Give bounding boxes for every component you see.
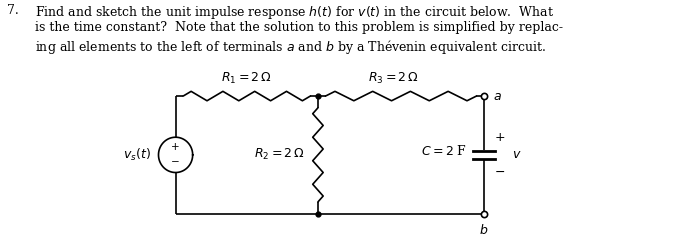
Text: is the time constant?  Note that the solution to this problem is simplified by r: is the time constant? Note that the solu… bbox=[35, 21, 563, 34]
Text: +: + bbox=[171, 143, 180, 152]
Text: Find and sketch the unit impulse response $h(t)$ for $v(t)$ in the circuit below: Find and sketch the unit impulse respons… bbox=[35, 4, 554, 21]
Text: $R_2 = 2\,\Omega$: $R_2 = 2\,\Omega$ bbox=[253, 147, 305, 162]
Text: $v$: $v$ bbox=[512, 148, 521, 161]
Text: $v_s(t)$: $v_s(t)$ bbox=[123, 147, 151, 163]
Text: +: + bbox=[495, 131, 506, 144]
Text: $a$: $a$ bbox=[493, 90, 501, 102]
Text: 7.: 7. bbox=[7, 4, 18, 18]
Text: $R_1 = 2\,\Omega$: $R_1 = 2\,\Omega$ bbox=[221, 71, 272, 86]
Text: ing all elements to the left of terminals $a$ and $b$ by a Thévenin equivalent c: ing all elements to the left of terminal… bbox=[35, 38, 547, 56]
Text: −: − bbox=[171, 157, 180, 167]
Text: $b$: $b$ bbox=[479, 223, 489, 237]
Text: −: − bbox=[495, 166, 506, 179]
Text: $C = 2$ F: $C = 2$ F bbox=[421, 144, 467, 158]
Text: $R_3 = 2\,\Omega$: $R_3 = 2\,\Omega$ bbox=[368, 71, 419, 86]
